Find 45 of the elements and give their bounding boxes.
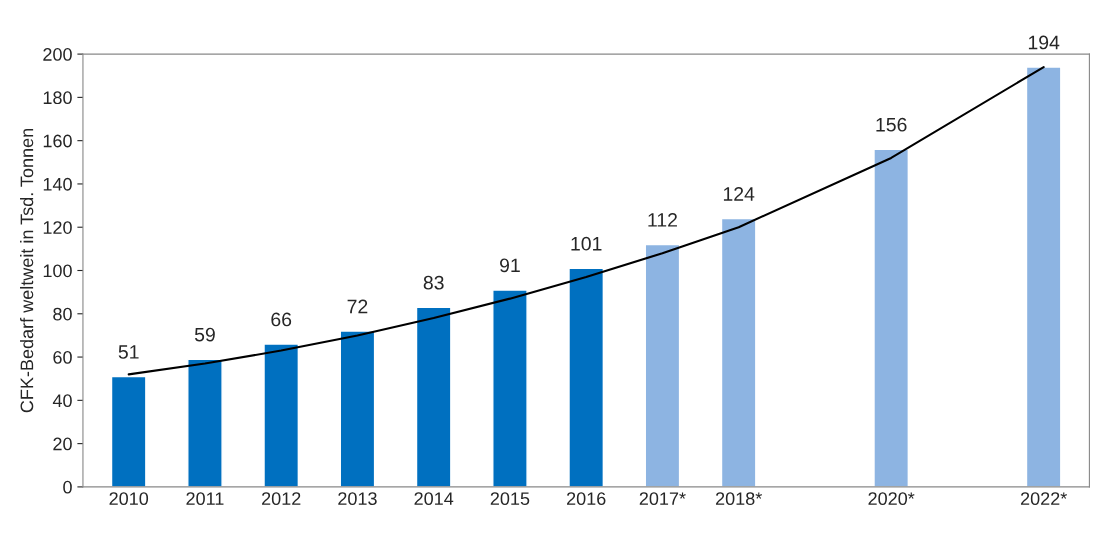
- bar: [339, 330, 376, 487]
- y-tick-label: 100: [43, 264, 72, 278]
- data-label: 156: [876, 117, 907, 132]
- x-tick-label: 2013: [338, 492, 377, 506]
- y-tick-label: 180: [43, 91, 72, 105]
- bar: [568, 267, 605, 487]
- y-tick-label: 160: [43, 134, 72, 148]
- y-tick-label: 80: [53, 307, 72, 321]
- data-label: 51: [118, 345, 139, 359]
- bar: [415, 306, 452, 487]
- x-tick-label: 2016: [567, 492, 606, 506]
- bar: [263, 343, 300, 487]
- bar: [720, 217, 757, 487]
- data-label: 59: [194, 327, 215, 342]
- x-tick-label: 2014: [414, 492, 454, 506]
- x-tick-label: 2012: [262, 492, 301, 506]
- data-label: 194: [1028, 35, 1060, 50]
- x-tick-label: 2020*: [868, 492, 915, 506]
- y-axis-title: CFK-Bedarf weltweit in Tsd. Tonnen: [20, 128, 34, 413]
- y-tick-label: 60: [53, 350, 72, 364]
- x-tick-label: 2018*: [715, 492, 762, 506]
- bar: [110, 375, 147, 487]
- bar: [1025, 66, 1062, 487]
- data-label: 83: [423, 275, 444, 290]
- y-tick-label: 120: [43, 221, 72, 234]
- y-tick-label: 140: [43, 177, 72, 191]
- y-tick-label: 0: [63, 480, 72, 494]
- data-label: 101: [571, 236, 602, 251]
- data-label: 66: [271, 312, 292, 327]
- data-label: 72: [347, 299, 368, 314]
- y-tick-label: 20: [53, 437, 72, 451]
- data-label: 124: [723, 187, 755, 201]
- x-tick-label: 2015: [490, 492, 530, 506]
- y-tick-label: 200: [43, 48, 72, 61]
- x-tick-label: 2011: [186, 492, 224, 506]
- x-tick-label: 2022*: [1020, 492, 1067, 506]
- bar: [873, 148, 910, 487]
- bar: [644, 243, 681, 487]
- x-tick-label: 2010: [109, 492, 149, 506]
- x-tick-label: 2017*: [639, 492, 686, 506]
- y-tick-label: 40: [52, 394, 72, 408]
- bar: [492, 289, 528, 487]
- bar: [187, 358, 223, 487]
- data-label: 91: [500, 258, 520, 273]
- data-label: 112: [648, 213, 677, 227]
